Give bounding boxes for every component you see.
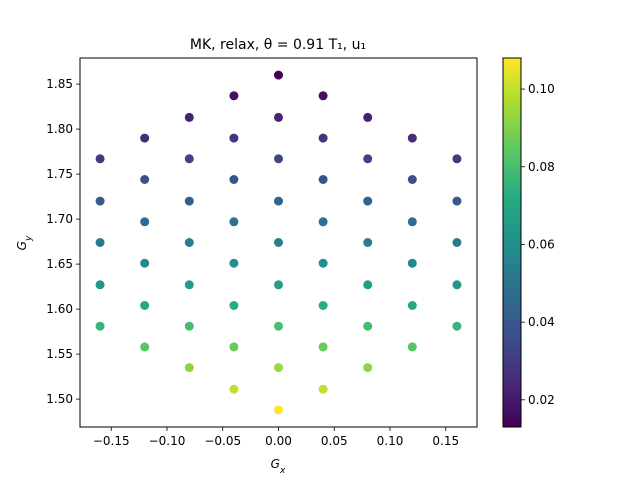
y-tick-label: 1.85 — [46, 77, 73, 91]
data-point — [95, 280, 105, 290]
data-point — [229, 384, 239, 394]
data-point — [95, 154, 105, 164]
x-axis: −0.15 −0.10 −0.05 0.00 0.05 0.10 0.15 — [93, 427, 459, 448]
data-point — [363, 112, 373, 122]
data-point — [452, 280, 462, 290]
y-tick-label: 1.55 — [46, 347, 73, 361]
x-tick-label: 0.15 — [432, 434, 459, 448]
colorbar-tick-label: 0.02 — [528, 393, 555, 407]
data-point — [318, 342, 328, 352]
x-tick-label: 0.00 — [265, 434, 292, 448]
data-point — [274, 238, 283, 247]
data-point — [452, 196, 462, 206]
y-tick-label: 1.75 — [46, 167, 73, 181]
data-point — [140, 133, 150, 143]
data-point — [363, 321, 373, 331]
y-tick-label: 1.60 — [46, 302, 73, 316]
data-point — [229, 258, 239, 268]
data-point — [452, 321, 462, 331]
y-axis-title: Gy — [15, 235, 34, 250]
colorbar-axis: 0.02 0.04 0.06 0.08 0.10 — [521, 82, 555, 407]
data-point — [274, 70, 283, 80]
data-point — [318, 301, 328, 310]
y-tick-label: 1.65 — [46, 257, 73, 271]
data-point — [318, 217, 328, 227]
x-tick-label: −0.15 — [93, 434, 130, 448]
data-point — [229, 91, 239, 101]
data-point — [407, 133, 417, 143]
data-point — [95, 321, 105, 331]
data-point — [363, 280, 373, 290]
data-point — [407, 301, 417, 310]
data-point — [95, 238, 105, 247]
data-point — [274, 363, 283, 373]
data-point — [407, 342, 417, 352]
chart-title: MK, relax, θ = 0.91 T₁, u₁ — [190, 37, 366, 53]
data-point — [95, 196, 105, 206]
data-point — [318, 175, 328, 184]
data-point — [140, 342, 150, 352]
data-point — [452, 154, 462, 164]
colorbar — [503, 58, 521, 427]
data-point — [363, 238, 373, 247]
data-point — [229, 133, 239, 143]
x-tick-label: 0.05 — [321, 434, 348, 448]
data-point — [184, 238, 194, 247]
data-point — [184, 363, 194, 373]
y-tick-label: 1.70 — [46, 212, 73, 226]
data-point — [318, 133, 328, 143]
y-tick-label: 1.80 — [46, 122, 73, 136]
x-tick-label: −0.05 — [204, 434, 241, 448]
colorbar-tick-label: 0.10 — [528, 82, 555, 96]
data-point — [274, 405, 283, 415]
data-point — [363, 154, 373, 164]
data-point — [274, 280, 283, 290]
data-point — [318, 258, 328, 268]
data-point — [274, 196, 283, 206]
data-point — [184, 112, 194, 122]
data-point — [407, 217, 417, 227]
data-point — [318, 384, 328, 394]
data-point — [274, 112, 283, 122]
data-point — [318, 91, 328, 101]
data-point — [407, 175, 417, 184]
y-axis: 1.50 1.55 1.60 1.65 1.70 1.75 1.80 1.85 — [46, 77, 80, 406]
data-point — [184, 321, 194, 331]
colorbar-tick-label: 0.08 — [528, 160, 555, 174]
data-point — [229, 217, 239, 227]
x-tick-label: 0.10 — [377, 434, 404, 448]
data-point — [140, 258, 150, 268]
colorbar-frame — [502, 57, 522, 428]
data-point — [363, 363, 373, 373]
data-point — [274, 321, 283, 331]
data-point — [140, 175, 150, 184]
x-tick-label: −0.10 — [149, 434, 186, 448]
data-point — [184, 196, 194, 206]
data-point — [184, 280, 194, 290]
data-point — [363, 196, 373, 206]
colorbar-tick-label: 0.06 — [528, 237, 555, 251]
colorbar-tick-label: 0.04 — [528, 315, 555, 329]
data-point — [229, 342, 239, 352]
data-point — [452, 238, 462, 247]
points-layer — [95, 70, 462, 415]
x-axis-title: Gx — [271, 457, 286, 476]
data-point — [229, 175, 239, 184]
y-tick-label: 1.50 — [46, 392, 73, 406]
data-point — [140, 301, 150, 310]
data-point — [140, 217, 150, 227]
data-point — [274, 154, 283, 164]
data-point — [184, 154, 194, 164]
data-point — [229, 301, 239, 310]
data-point — [407, 258, 417, 268]
